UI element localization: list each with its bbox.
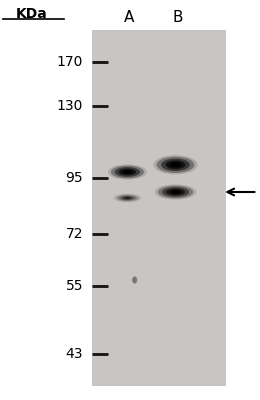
Text: 170: 170 — [57, 55, 83, 69]
Ellipse shape — [161, 158, 190, 171]
Ellipse shape — [108, 164, 147, 180]
Text: 43: 43 — [66, 347, 83, 361]
Ellipse shape — [172, 163, 179, 166]
Ellipse shape — [170, 190, 181, 194]
Ellipse shape — [169, 162, 182, 168]
Ellipse shape — [121, 196, 134, 200]
Circle shape — [133, 277, 137, 283]
Text: B: B — [173, 10, 183, 26]
Ellipse shape — [119, 168, 136, 176]
Ellipse shape — [111, 166, 144, 178]
Ellipse shape — [157, 157, 194, 173]
Bar — [0, 0, 92, 400]
Text: 55: 55 — [66, 279, 83, 293]
Ellipse shape — [172, 191, 179, 193]
Ellipse shape — [155, 184, 196, 200]
Ellipse shape — [113, 194, 142, 202]
Ellipse shape — [115, 194, 140, 202]
Ellipse shape — [115, 167, 140, 177]
Text: A: A — [124, 10, 134, 26]
Ellipse shape — [158, 186, 193, 198]
Text: KDa: KDa — [15, 7, 47, 21]
Text: 95: 95 — [66, 171, 83, 185]
Ellipse shape — [125, 171, 130, 173]
Text: 72: 72 — [66, 227, 83, 241]
Ellipse shape — [162, 187, 189, 197]
Ellipse shape — [122, 170, 133, 174]
Ellipse shape — [118, 195, 137, 201]
Bar — [92, 30, 226, 386]
Ellipse shape — [153, 155, 198, 174]
Text: 130: 130 — [57, 99, 83, 113]
Ellipse shape — [125, 197, 129, 199]
Ellipse shape — [166, 160, 185, 169]
Ellipse shape — [124, 197, 131, 199]
Ellipse shape — [166, 188, 185, 196]
